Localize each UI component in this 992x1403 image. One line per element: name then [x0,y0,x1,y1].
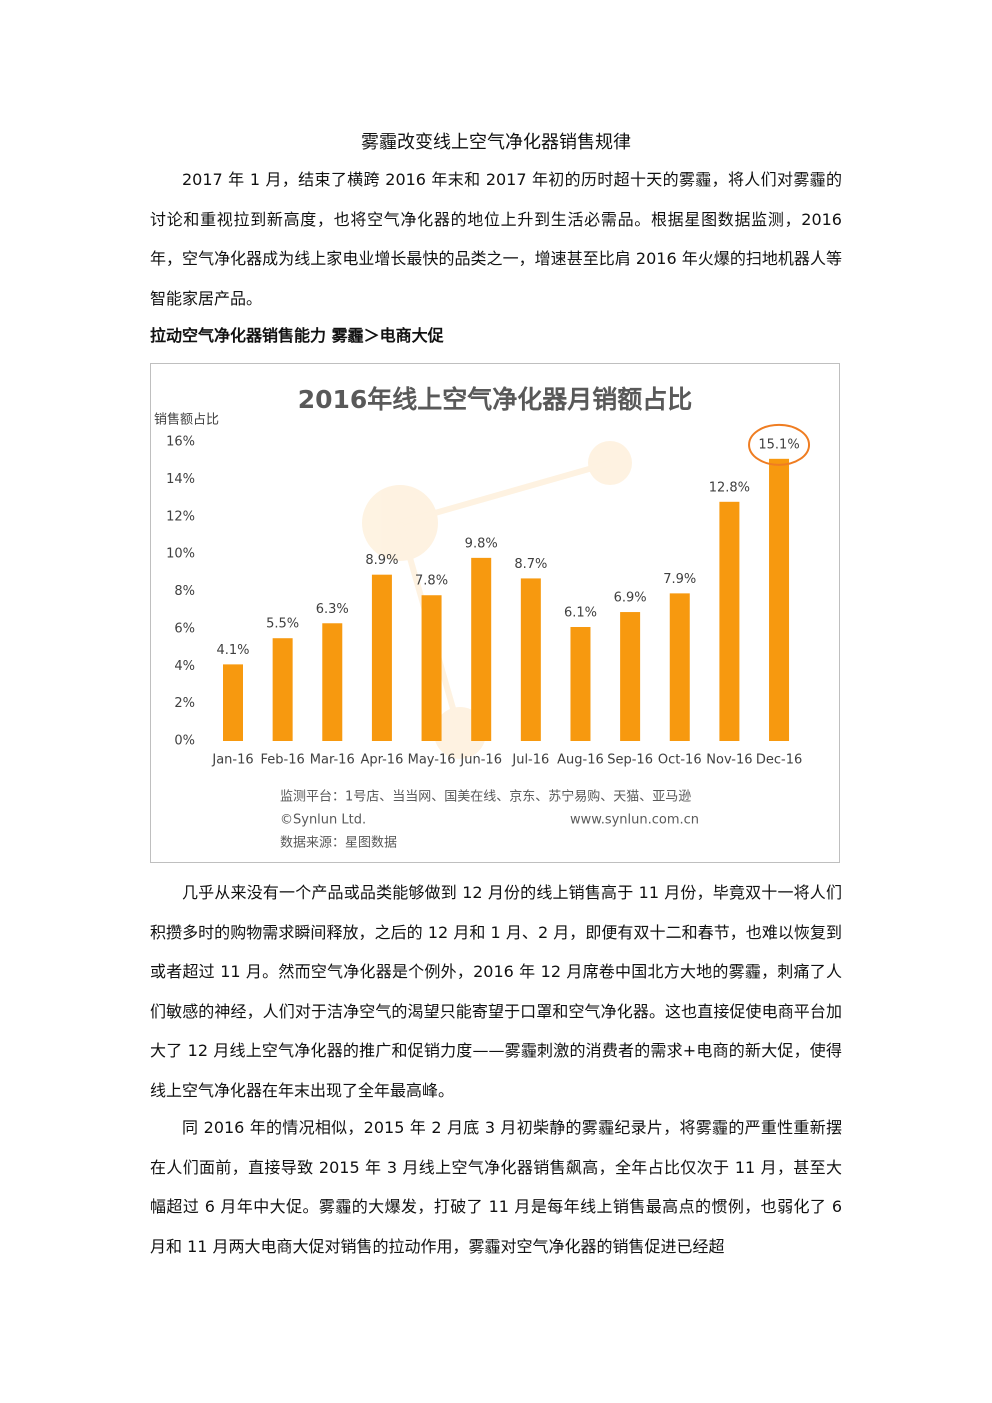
x-tick-label: Aug-16 [557,753,604,768]
y-tick-label: 14% [166,472,195,487]
bar [669,593,690,741]
y-tick-label: 2% [174,696,195,711]
x-tick-label: Nov-16 [706,753,752,768]
chart-title: 2016年线上空气净化器月销额占比 [298,385,693,414]
x-tick-label: Sep-16 [607,753,653,768]
x-tick-label: Apr-16 [360,753,403,768]
y-axis-label: 销售额占比 [154,412,219,428]
bar [322,623,343,741]
x-tick-label: Jul-16 [511,753,549,768]
x-tick-label: Feb-16 [261,753,305,768]
value-label: 7.9% [663,572,696,587]
paragraph: 同 2016 年的情况相似，2015 年 2 月底 3 月初柴静的雾霾纪录片，将… [150,1118,842,1256]
bar [371,574,392,741]
chart-note: www.synlun.com.cn [570,813,699,828]
x-tick-label: Jan-16 [211,753,253,768]
value-label: 5.5% [266,617,299,632]
y-tick-label: 16% [166,435,195,450]
section-heading: 拉动空气净化器销售能力 雾霾＞电商大促 [150,326,444,345]
value-label: 15.1% [758,437,799,452]
value-label: 6.1% [564,606,597,621]
y-tick-label: 4% [174,659,195,674]
value-label: 8.7% [514,557,547,572]
bar [272,638,293,741]
bar [719,501,740,741]
bar [570,627,591,741]
chart: 2016年线上空气净化器月销额占比 销售额占比 监测平台：1号店、当当网、国美在… [150,363,840,863]
y-tick-label: 12% [166,509,195,524]
value-label: 6.9% [614,591,647,606]
bar [520,578,541,741]
bar [421,595,442,741]
doc-title: 雾霾改变线上空气净化器销售规律 [361,132,631,153]
chart-note: ©Synlun Ltd. [280,813,366,828]
y-tick-label: 8% [174,584,195,599]
bar [620,612,641,741]
chart-note: 数据来源：星图数据 [280,836,397,851]
value-label: 4.1% [216,643,249,658]
x-tick-label: Jun-16 [459,753,502,768]
y-tick-label: 10% [166,547,195,562]
bar [471,557,492,741]
value-label: 7.8% [415,574,448,589]
highlight-circle [748,423,811,466]
x-tick-label: Dec-16 [756,753,802,768]
value-label: 12.8% [709,480,750,495]
paragraph: 几乎从来没有一个产品或品类能够做到 12 月份的线上销售高于 11 月份，毕竟双… [150,883,842,1100]
x-tick-label: May-16 [408,753,456,768]
value-label: 9.8% [465,536,498,551]
value-label: 8.9% [365,553,398,568]
paragraph: 2017 年 1 月，结束了横跨 2016 年末和 2017 年初的历时超十天的… [150,170,842,308]
y-tick-label: 0% [174,734,195,749]
chart-note: 监测平台：1号店、当当网、国美在线、京东、苏宁易购、天猫、亚马逊 [280,789,691,805]
x-tick-label: Oct-16 [658,753,702,768]
y-tick-label: 6% [174,621,195,636]
bar [769,458,790,741]
bar [223,664,243,741]
x-tick-label: Mar-16 [310,753,355,768]
value-label: 6.3% [316,602,349,617]
